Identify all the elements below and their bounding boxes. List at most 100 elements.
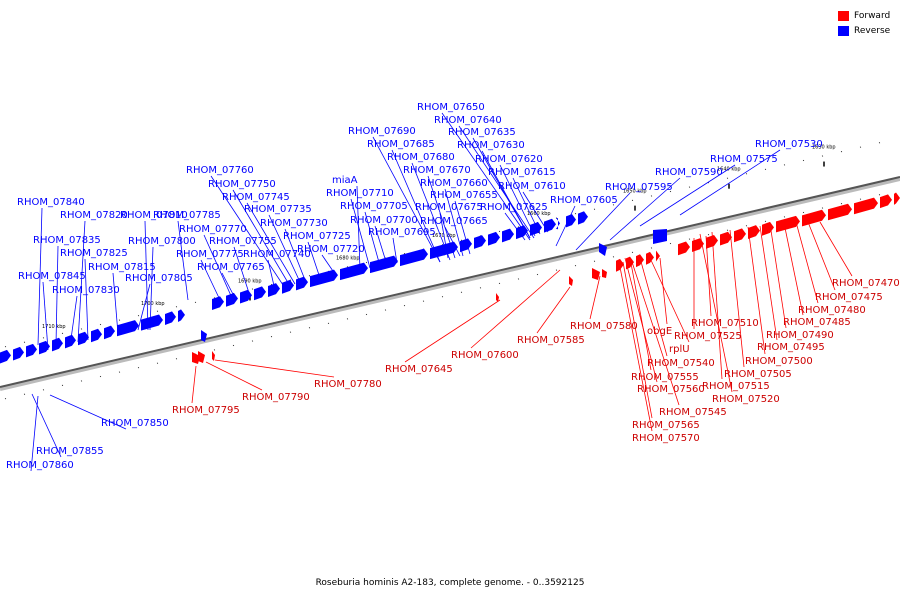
- reverse-leader-line: [268, 214, 301, 283]
- forward-gene: [894, 192, 900, 205]
- reverse-gene-label: RHOM_07770: [179, 224, 247, 235]
- reverse-gene: [578, 211, 588, 225]
- reverse-gene-label: RHOM_07840: [17, 197, 85, 208]
- reverse-gene-label: RHOM_07670: [403, 165, 471, 176]
- reverse-gene-label: RHOM_07755: [209, 236, 277, 247]
- reverse-gene: [13, 346, 24, 361]
- reverse-leader-line: [454, 200, 471, 255]
- forward-leader-line: [618, 261, 653, 432]
- reverse-gene-label: RHOM_07685: [367, 139, 435, 150]
- forward-gene-label: RHOM_07560: [637, 384, 705, 395]
- forward-gene-label: RHOM_07520: [712, 394, 780, 405]
- forward-leader-line: [819, 221, 853, 277]
- kbp-tick-label: 1650 kbp: [623, 189, 647, 195]
- forward-leader-line: [631, 261, 680, 406]
- reverse-gene: [201, 330, 207, 342]
- reverse-gene-label: RHOM_07815: [88, 262, 156, 273]
- reverse-gene-label: miaA: [332, 175, 358, 186]
- forward-gene: [212, 351, 215, 361]
- forward-leader-line: [622, 261, 653, 419]
- forward-leader-line: [589, 275, 601, 320]
- reverse-gene-label: RHOM_07690: [348, 126, 416, 137]
- reverse-gene-label: RHOM_07800: [128, 236, 196, 247]
- legend: Forward Reverse: [838, 8, 890, 38]
- forward-gene-label: obgE: [647, 326, 672, 337]
- reverse-gene: [296, 276, 308, 291]
- reverse-leader-line: [522, 191, 549, 233]
- reverse-leader-line: [77, 220, 86, 343]
- reverse-leader-line: [284, 228, 306, 281]
- forward-gene: [748, 225, 760, 239]
- reverse-gene: [0, 349, 11, 364]
- forward-leader-line: [807, 221, 836, 291]
- forward-gene: [692, 238, 704, 253]
- reverse-gene-label: RHOM_07740: [243, 249, 311, 260]
- forward-gene-label: RHOM_07505: [724, 369, 792, 380]
- forward-gene: [569, 276, 573, 286]
- reverse-leader-line: [504, 212, 526, 241]
- forward-gene: [678, 241, 690, 256]
- reverse-leader-line: [609, 177, 681, 241]
- reverse-gene: [91, 328, 102, 343]
- reverse-gene: [400, 248, 428, 267]
- reverse-gene: [212, 296, 224, 311]
- reverse-gene: [599, 243, 607, 256]
- reverse-gene: [178, 309, 185, 322]
- forward-leader-line: [470, 269, 561, 349]
- forward-swatch: [838, 10, 849, 21]
- reverse-gene-label: RHOM_07575: [710, 154, 778, 165]
- forward-gene: [720, 231, 732, 246]
- forward-gene: [802, 209, 826, 227]
- reverse-gene-label: RHOM_07750: [208, 179, 276, 190]
- reverse-gene: [165, 311, 176, 325]
- forward-gene-label: RHOM_07795: [172, 405, 240, 416]
- reverse-gene-label: RHOM_07695: [368, 227, 436, 238]
- reverse-gene-label: RHOM_07820: [60, 210, 128, 221]
- reverse-leader-line: [392, 237, 398, 264]
- legend-reverse-label: Reverse: [854, 25, 891, 36]
- forward-gene: [636, 254, 644, 268]
- reverse-leader-line: [411, 162, 451, 261]
- reverse-leader-line: [444, 188, 464, 257]
- reverse-leader-line: [481, 150, 531, 239]
- legend-forward-label: Forward: [854, 10, 891, 21]
- reverse-gene-label: RHOM_07720: [297, 244, 365, 255]
- reverse-gene: [516, 225, 528, 240]
- reverse-leader-line: [42, 281, 49, 351]
- reverse-leader-line: [374, 225, 388, 266]
- forward-gene: [734, 228, 746, 243]
- forward-leader-line: [214, 359, 335, 378]
- forward-leader-line: [729, 229, 745, 368]
- forward-gene-label: RHOM_07540: [647, 358, 715, 369]
- reverse-gene: [268, 283, 280, 297]
- reverse-gene-label: RHOM_07680: [387, 152, 455, 163]
- forward-gene-label: RHOM_07565: [632, 420, 700, 431]
- reverse-leader-line: [200, 259, 221, 301]
- reverse-gene-label: RHOM_07850: [101, 418, 169, 429]
- forward-gene: [706, 234, 718, 249]
- reverse-leader-line: [321, 254, 336, 275]
- reverse-gene: [26, 343, 37, 358]
- reverse-leader-line: [307, 241, 321, 279]
- forward-gene: [626, 256, 634, 270]
- reverse-gene-label: RHOM_07845: [18, 271, 86, 282]
- reverse-gene-label: RHOM_07620: [475, 154, 543, 165]
- forward-gene-label: RHOM_07580: [570, 321, 638, 332]
- legend-forward: Forward: [838, 8, 890, 23]
- reverse-gene-label: RHOM_07810: [120, 210, 188, 221]
- reverse-leader-line: [350, 198, 371, 269]
- reverse-leader-line: [84, 258, 89, 341]
- reverse-gene-label: RHOM_07650: [417, 102, 485, 113]
- reverse-gene: [370, 255, 398, 274]
- reverse-gene: [310, 269, 338, 288]
- reverse-gene-label: RHOM_07805: [125, 273, 193, 284]
- reverse-gene: [104, 325, 115, 340]
- forward-gene-label: RHOM_07780: [314, 379, 382, 390]
- reverse-gene: [78, 331, 89, 346]
- forward-gene-label: RHOM_07525: [674, 331, 742, 342]
- reverse-gene: [653, 229, 667, 244]
- reverse-leader-line: [555, 205, 576, 247]
- axis-shadow: [0, 177, 900, 391]
- reverse-gene-label: RHOM_07830: [52, 285, 120, 296]
- reverse-leader-line: [203, 234, 233, 299]
